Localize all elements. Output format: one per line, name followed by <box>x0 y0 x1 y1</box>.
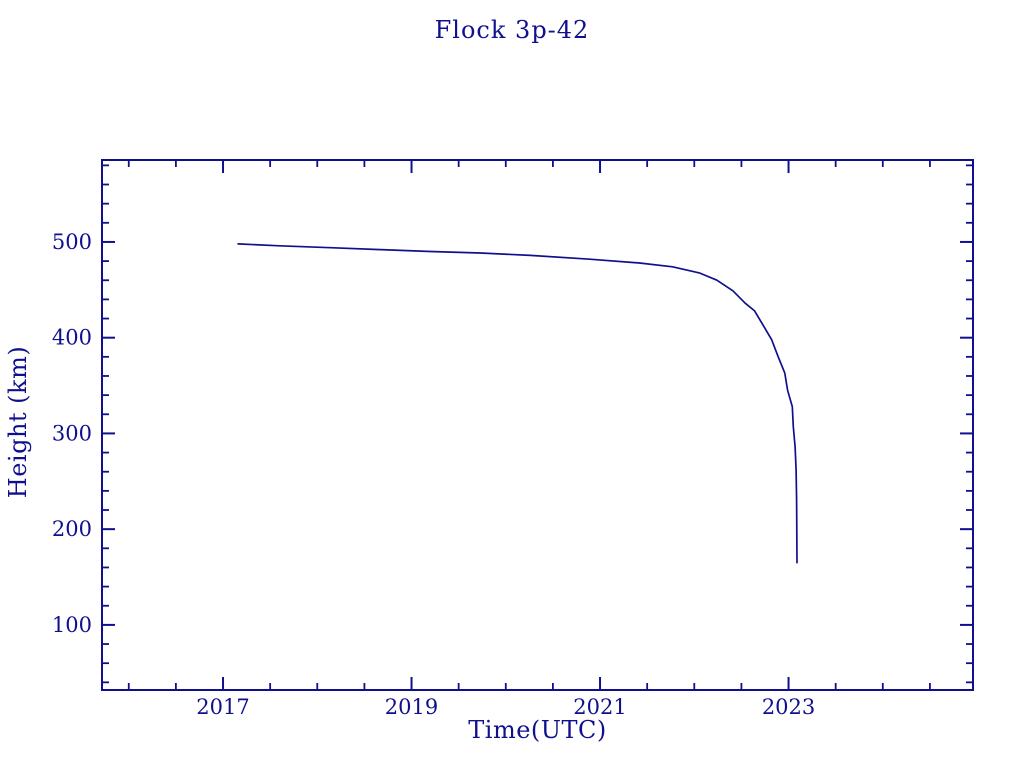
y-tick-label: 200 <box>52 517 92 541</box>
y-tick-label: 100 <box>52 613 92 637</box>
x-axis-title: Time(UTC) <box>468 716 607 744</box>
height-decay-curve <box>237 243 798 564</box>
x-tick-label: 2021 <box>573 695 626 719</box>
x-tick-label: 2017 <box>196 695 249 719</box>
y-tick-label: 300 <box>52 421 92 445</box>
y-tick-label: 400 <box>52 326 92 350</box>
x-tick-label: 2019 <box>385 695 438 719</box>
y-axis-title: Height (km) <box>4 345 32 499</box>
x-tick-label: 2023 <box>762 695 815 719</box>
y-tick-label: 500 <box>52 230 92 254</box>
chart-title: Flock 3p-42 <box>434 16 590 44</box>
plot-border <box>101 159 974 691</box>
